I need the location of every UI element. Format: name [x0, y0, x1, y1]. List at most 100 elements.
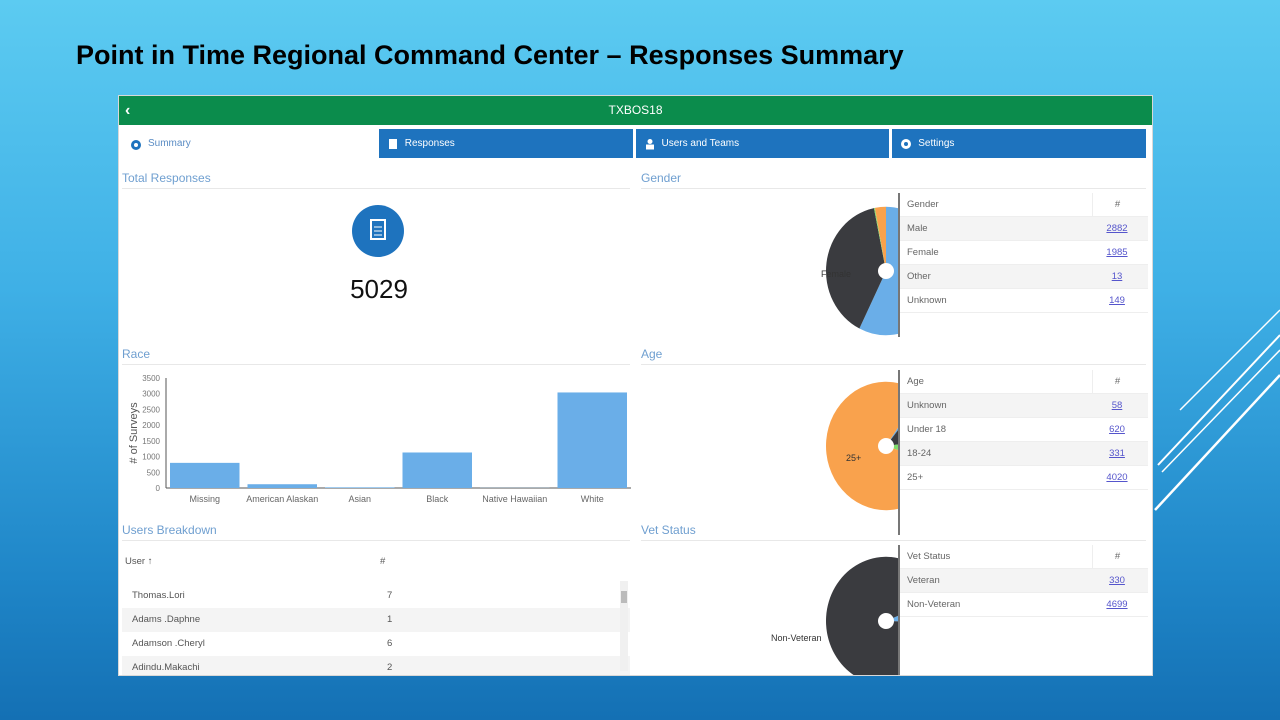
row-count-link[interactable]: 1985 — [1106, 247, 1128, 258]
y-axis-label: # of Surveys — [128, 402, 140, 464]
gender-title: Gender — [641, 171, 682, 185]
table-row: 18-24 331 — [900, 442, 1148, 466]
row-label: Under 18 — [907, 424, 947, 435]
user-name: Adindu.Makachi — [132, 662, 200, 673]
row-label: 25+ — [907, 472, 924, 483]
pie-hole — [878, 438, 894, 454]
pie-charts: MaleFemaleUnder 1818-2425+VeteranNon-Vet… — [771, 206, 899, 675]
tab-responses[interactable]: Responses — [378, 129, 633, 158]
pie-slice-female — [826, 208, 886, 329]
user-count: 6 — [387, 638, 393, 649]
pie-slice-other — [873, 207, 886, 271]
tab-label: Settings — [918, 138, 955, 149]
sort-arrow-icon[interactable]: ↑ — [147, 556, 153, 567]
users-breakdown-title: Users Breakdown — [122, 523, 217, 537]
x-tick-label: American Alaskan — [246, 494, 318, 504]
tab-summary[interactable]: Summary — [122, 129, 376, 158]
age-title: Age — [641, 347, 663, 361]
user-column-header[interactable]: User ↑ — [125, 548, 380, 576]
table-row: Non-Veteran 4699 — [900, 593, 1148, 617]
pie-slice-25- — [826, 381, 899, 511]
user-name: Thomas.Lori — [132, 590, 185, 601]
col-header: User — [125, 556, 146, 567]
pie-label: Non-Veteran — [771, 633, 822, 643]
bar-asian — [325, 487, 395, 488]
col-header: Vet Status — [907, 551, 951, 562]
list-item[interactable]: Thomas.Lori 7 — [122, 584, 630, 608]
y-tick-label: 1500 — [142, 437, 160, 446]
tab-settings[interactable]: Settings — [892, 129, 1146, 158]
table-row: Unknown 149 — [900, 289, 1148, 313]
table-row: Veteran 330 — [900, 569, 1148, 593]
race-bar-chart: 0 500 1000 1500 2000 2500 3000 3500 # of Surveys… — [128, 374, 631, 504]
tab-users-and-teams[interactable]: Users and Teams — [635, 129, 890, 158]
user-icon — [645, 138, 654, 149]
user-count: 2 — [387, 662, 393, 673]
tab-label: Users and Teams — [661, 138, 740, 149]
users-scrollbar[interactable] — [620, 581, 628, 671]
user-count: 7 — [387, 590, 393, 601]
row-label: Non-Veteran — [907, 599, 961, 610]
row-count-link[interactable]: 4020 — [1106, 472, 1128, 483]
row-count-link[interactable]: 4699 — [1106, 599, 1128, 610]
gear-icon — [901, 138, 912, 149]
row-count-link[interactable]: 330 — [1109, 575, 1125, 586]
chevron-left-icon[interactable]: ‹ — [125, 102, 131, 119]
pie-hole — [878, 613, 894, 629]
row-label: Unknown — [907, 400, 947, 411]
vet-table: Vet Status # Veteran 330 Non-Veteran 4699 — [898, 545, 1148, 675]
pie-slice-male — [859, 206, 899, 336]
total-responses-title: Total Responses — [122, 171, 211, 185]
row-label: Male — [907, 223, 928, 234]
row-count-link[interactable]: 331 — [1109, 448, 1125, 459]
table-row: 25+ 4020 — [900, 466, 1148, 490]
document-icon — [352, 205, 404, 257]
total-responses-value: 5029 — [350, 274, 408, 304]
x-tick-label: Black — [426, 494, 449, 504]
x-tick-label: Native Hawaiian — [482, 494, 547, 504]
y-tick-label: 2000 — [142, 421, 160, 430]
bar-missing — [170, 462, 240, 488]
row-count-link[interactable]: 620 — [1109, 424, 1125, 435]
table-row: Female 1985 — [900, 241, 1148, 265]
pie-hole — [878, 263, 894, 279]
row-count-link[interactable]: 13 — [1111, 271, 1123, 282]
bar-american-alaskan — [247, 484, 317, 488]
row-count-link[interactable]: 149 — [1109, 295, 1125, 306]
col-header: # — [1092, 370, 1148, 393]
row-label: Female — [907, 247, 939, 258]
col-header: # — [1092, 193, 1148, 216]
age-table: Age # Unknown 58 Under 18 620 18-24 331 25+ 4020 — [898, 370, 1148, 535]
user-count: 1 — [387, 614, 393, 625]
row-count-link[interactable]: 58 — [1111, 400, 1123, 411]
tab-label: Responses — [404, 138, 455, 149]
gender-table: Gender # Male 2882 Female 1985 Other 13 Unknown… — [898, 193, 1148, 337]
col-header: # — [1092, 545, 1148, 568]
app-window: ‹ TXBOS18 Summary Responses Users and Te… — [118, 95, 1153, 676]
list-item[interactable]: Adindu.Makachi 2 — [122, 656, 630, 675]
table-row: Male 2882 — [900, 217, 1148, 241]
user-name: Adamson .Cheryl — [132, 638, 205, 649]
y-tick-label: 3500 — [142, 374, 160, 383]
user-name: Adams .Daphne — [132, 614, 201, 625]
vet-status-title: Vet Status — [641, 523, 696, 537]
y-tick-label: 0 — [156, 484, 161, 493]
pie-slice-non-veteran — [826, 556, 899, 675]
row-label: Other — [907, 271, 931, 282]
table-row: Unknown 58 — [900, 394, 1148, 418]
row-label: Unknown — [907, 295, 947, 306]
list-item[interactable]: Adams .Daphne 1 — [122, 608, 630, 632]
race-title: Race — [122, 347, 151, 361]
tab-bar: Summary Responses Users and Teams Settin… — [122, 129, 1146, 158]
table-row: Other 13 — [900, 265, 1148, 289]
row-count-link[interactable]: 2882 — [1106, 223, 1128, 234]
pie-label: Female — [821, 269, 851, 279]
x-tick-label: White — [581, 494, 604, 504]
pie-label: 25+ — [846, 453, 861, 463]
app-title: TXBOS18 — [608, 103, 663, 117]
x-tick-label: Missing — [189, 494, 220, 504]
list-item[interactable]: Adamson .Cheryl 6 — [122, 632, 630, 656]
tab-label: Summary — [148, 138, 191, 149]
y-tick-label: 2500 — [142, 405, 160, 414]
row-label: 18-24 — [907, 448, 932, 459]
